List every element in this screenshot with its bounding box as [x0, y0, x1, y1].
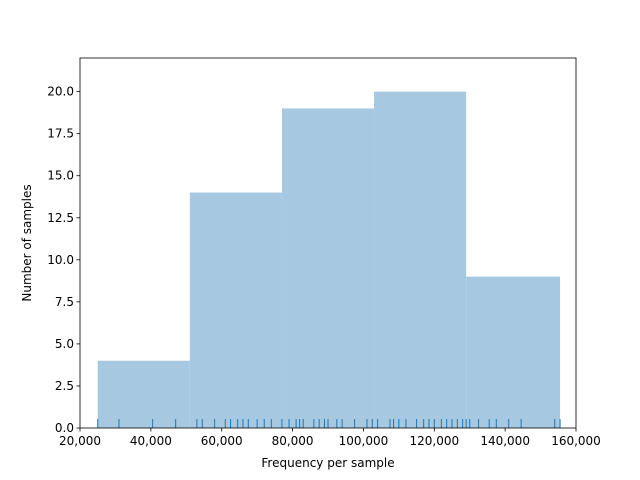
rug-marks [97, 419, 561, 428]
x-axis-ticks: 20,000 40,000 60,000 80,000 100,000 120,000 14… [59, 428, 601, 448]
x-tick-label: 80,000 [272, 434, 314, 448]
y-tick-label: 12.5 [47, 211, 74, 225]
histogram-bars [97, 91, 561, 429]
y-tick-label: 15.0 [47, 169, 74, 183]
y-axis-ticks: 0.0 2.5 5.0 7.5 10.0 12.5 15.0 17.5 20.0 [47, 85, 80, 435]
y-tick-label: 2.5 [55, 379, 74, 393]
histogram-bar-1 [97, 360, 190, 428]
y-tick-label: 5.0 [55, 337, 74, 351]
y-tick-label: 20.0 [47, 85, 74, 99]
y-tick-label: 17.5 [47, 127, 74, 141]
x-tick-label: 100,000 [339, 434, 389, 448]
y-axis-label: Number of samples [20, 184, 34, 301]
y-tick-label: 10.0 [47, 253, 74, 267]
x-tick-label: 160,000 [551, 434, 601, 448]
x-axis-label: Frequency per sample [261, 456, 394, 470]
histogram-bar-2 [189, 192, 282, 428]
x-tick-label: 120,000 [409, 434, 459, 448]
y-tick-label: 7.5 [55, 295, 74, 309]
histogram-bar-4 [374, 91, 467, 429]
plot-frame [79, 57, 577, 429]
x-tick-label: 140,000 [480, 434, 530, 448]
y-tick-label: 0.0 [55, 421, 74, 435]
x-tick-label: 20,000 [59, 434, 101, 448]
x-tick-label: 40,000 [130, 434, 172, 448]
histogram-bar-5 [466, 276, 561, 428]
histogram-bar-3 [281, 108, 375, 429]
x-tick-label: 60,000 [201, 434, 243, 448]
